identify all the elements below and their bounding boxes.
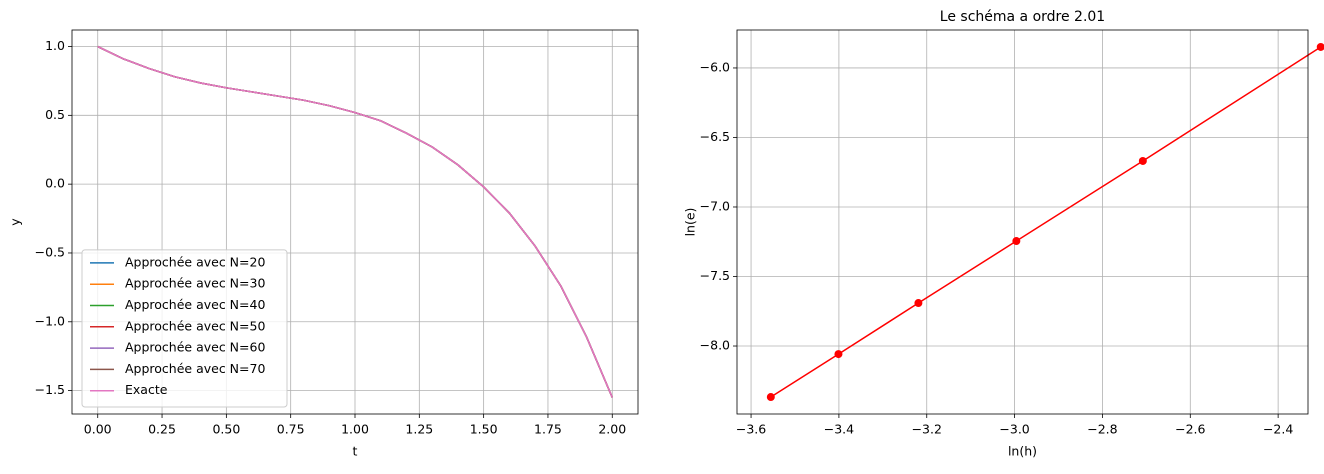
x-tick-label: −3.4 [824, 422, 854, 437]
axes-frame [737, 30, 1308, 414]
point [767, 393, 775, 401]
x-tick-label: 0.25 [148, 422, 176, 437]
x-tick-label: −3.0 [999, 422, 1029, 437]
y-tick-label: −7.0 [700, 198, 730, 213]
point [1317, 43, 1324, 51]
y-axis-label: y [8, 218, 23, 226]
y-tick-label: 1.0 [45, 38, 65, 53]
x-axis-label: ln(h) [1008, 444, 1037, 459]
y-tick-label: −8.0 [700, 338, 730, 353]
x-tick-label: 1.50 [470, 422, 498, 437]
point [1139, 157, 1147, 165]
y-tick-label: −1.0 [35, 313, 65, 328]
legend-label: Approchée avec N=70 [125, 361, 265, 376]
x-tick-label: −3.2 [912, 422, 942, 437]
legend-label: Approchée avec N=60 [125, 340, 265, 355]
x-tick-label: −2.4 [1263, 422, 1293, 437]
x-tick-label: 1.75 [534, 422, 562, 437]
x-tick-label: 0.75 [277, 422, 305, 437]
legend: Approchée avec N=20 Approchée avec N=30 Ap… [82, 250, 287, 407]
legend-label: Approchée avec N=20 [125, 254, 265, 269]
chart-title: Le schéma a ordre 2.01 [940, 9, 1105, 25]
subplot: −3.6 −3.4 −3.2 −3.0 −2.8 −2.6 −2.4 −8.0 −7.5 −7.0… [683, 9, 1324, 459]
y-tick-label: −6.0 [700, 59, 730, 74]
y-tick-label: 0.5 [45, 107, 65, 122]
legend-label: Exacte [125, 382, 168, 397]
x-tick-label: −2.6 [1175, 422, 1205, 437]
x-tick-label: 2.00 [598, 422, 626, 437]
legend-label: Approchée avec N=50 [125, 318, 265, 333]
x-tick-label: 1.00 [341, 422, 369, 437]
x-tick-label: −2.8 [1087, 422, 1117, 437]
x-tick-label: 0.50 [212, 422, 240, 437]
point [1012, 237, 1020, 245]
x-tick-label: −3.6 [736, 422, 766, 437]
x-tick-label: 0.00 [84, 422, 112, 437]
y-tick-label: −1.5 [35, 382, 65, 397]
x-tick-label: 1.25 [405, 422, 433, 437]
x-axis-label: t [353, 444, 358, 459]
y-tick-label: 0.0 [45, 176, 65, 191]
y-tick-label: −0.5 [35, 244, 65, 259]
y-tick-label: −7.5 [700, 268, 730, 283]
y-axis-label: ln(e) [683, 208, 698, 237]
point [914, 299, 922, 307]
point [834, 350, 842, 358]
legend-label: Approchée avec N=30 [125, 276, 265, 291]
subplot: 0.00 0.25 0.50 0.75 1.00 1.25 1.50 1.75 2.00 −1.5… [8, 30, 639, 459]
series-line [771, 47, 1321, 397]
y-tick-label: −6.5 [700, 129, 730, 144]
legend-label: Approchée avec N=40 [125, 297, 265, 312]
